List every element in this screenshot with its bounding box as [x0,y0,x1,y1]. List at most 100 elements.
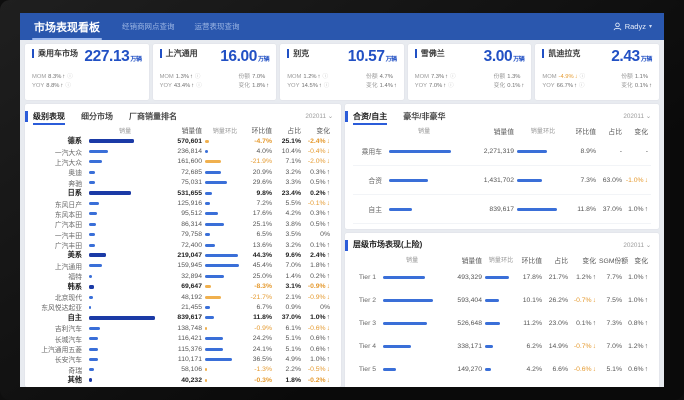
env-value: 11.8% [253,314,272,322]
table-row[interactable]: 一汽大众 236,814 4.0% 10.4% -0.4%↓ [33,146,333,157]
env-value: 6.7% [256,303,273,311]
table-row[interactable]: 广汽本田 86,314 25.1% 3.8% 0.5%↑ [33,219,333,230]
change-value: 0% [320,303,330,311]
share-value: 3.2% [285,241,302,249]
table-row[interactable]: 奥迪 72,685 20.9% 3.2% 0.3%↑ [33,167,333,178]
share-value: 7.1% [285,158,302,166]
table-row[interactable]: 东风日产 125,916 7.2% 5.5% -0.1%↓ [33,198,333,209]
table-row[interactable]: 东风悦达起亚 21,455 6.7% 0.9% 0% [33,302,333,313]
kpi-card[interactable]: 别克 10.57万辆 MOM 1.2%↑ ⓘ YOY 14.5%↑ ⓘ 份额 4.7% 变化 1.4%… [280,44,404,100]
kpi-title: 雪佛兰 [414,49,445,58]
value-bar [89,202,99,206]
table-row[interactable]: Tier 2 593,404 10.1% 26.2% -0.7%↓ 7.5% 1.0%↑ [353,289,651,312]
arrow-up-icon: ↑ [521,83,525,89]
table-row[interactable]: 自主 839,617 11.8% 37.0% 1.0%↑ [33,313,333,323]
share-value: 5.1% [285,335,302,343]
env-bar-negative [205,295,222,299]
table-row[interactable]: 东风本田 95,512 17.6% 4.2% 0.3%↑ [33,209,333,219]
chevron-down-icon: ⌄ [645,242,651,249]
column-header: 变化 [634,257,648,265]
tab-sub-segment[interactable]: 细分市场 [81,112,113,121]
table-row[interactable]: 自主 839,617 11.8% 37.0% 1.0%↑ [353,195,651,224]
kpi-share-change: 变化 1.4%↑ [366,83,397,89]
change-value: -2.4%↓ [307,137,330,145]
arrow-up-icon: ↑ [62,74,66,80]
table-row[interactable]: 长城汽车 116,421 24.2% 5.1% 0.6%↑ [33,333,333,344]
value-bar [89,264,102,268]
panel-title: 层级市场表现(上险) [353,240,423,249]
column-header: 销量 [118,127,132,135]
env-value: 24.1% [252,345,272,353]
kpi-card[interactable]: 乘用车市场 227.13万辆 MOM 8.3%↑ ⓘ YOY 8.8%↑ ⓘ [25,44,149,100]
table-row[interactable]: 上汽大众 161,600 -21.9% 7.1% -2.0%↓ [33,157,333,167]
table-row[interactable]: 韩系 69,647 -8.3% 3.1% -0.9%↓ [33,281,333,291]
table-row[interactable]: 北京现代 48,192 -21.7% 2.1% -0.9%↓ [33,292,333,303]
value-bar [205,357,233,361]
share-value: 2.2% [285,366,302,374]
date-selector[interactable]: 202011 ⌄ [623,113,651,120]
table-row[interactable]: 德系 570,601 -4.7% 25.1% -2.4%↓ [33,136,333,146]
column-header: 占比 [554,257,568,265]
sales-value: 1,431,702 [483,176,514,184]
tab-jv-domestic[interactable]: 合资/自主 [353,112,388,125]
share-value: 63.0% [602,176,622,184]
table-row[interactable]: 其他 40,232 -0.3% 1.8% -0.2%↓ [33,375,333,385]
share-value: 5.1% [285,345,302,353]
change-value: -0.6%↓ [573,366,596,373]
tab-oem-ranking[interactable]: 厂商销量排名 [129,112,177,121]
tab-luxury[interactable]: 豪华/非豪华 [403,112,446,121]
table-row[interactable]: 日系 531,655 9.8% 23.4% 0.2%↑ [33,188,333,198]
arrow-down-icon: ↓ [326,376,330,384]
arrow-up-icon: ↑ [644,205,648,213]
row-label: Tier 4 [358,343,376,350]
table-row[interactable]: 合资 1,431,702 7.3% 63.0% -1.0%↓ [353,166,651,195]
row-label: 奥迪 [68,170,82,178]
date-selector[interactable]: 202011 ⌄ [305,113,333,120]
env-value: 45.4% [252,262,272,270]
table-row[interactable]: 乘用车 2,271,319 8.9% - - [353,137,651,166]
value-bar [383,368,396,371]
env-value: -0.9% [254,324,272,332]
table-row[interactable]: 奔驰 75,031 29.6% 3.3% 0.5%↑ [33,178,333,188]
kpi-card[interactable]: 凯迪拉克 2.43万辆 MOM -4.9%↓ ⓘ YOY 66.7%↑ ⓘ 份额 1.1% 变化 0.… [535,44,659,100]
table-row[interactable]: 广汽丰田 72,400 13.6% 3.2% 0.1%↑ [33,240,333,251]
value-bar [205,181,228,185]
sales-value: 493,329 [457,274,482,281]
table-row[interactable]: 一汽丰田 79,758 6.5% 3.5% 0% [33,230,333,240]
table-row[interactable]: 吉利汽车 138,748 -0.9% 6.1% -0.6%↓ [33,323,333,334]
kpi-mom: MOM 1.3%↑ ⓘ [159,74,201,80]
kpi-card[interactable]: 雪佛兰 3.00万辆 MOM 7.3%↑ ⓘ YOY 7.0%↑ ⓘ 份额 1.3% 变化 0.1%↑ [407,44,532,100]
date-selector[interactable]: 202011 ⌄ [623,242,651,249]
table-row[interactable]: Tier 1 493,329 17.8% 21.7% 1.2%↑ 7.7% 1.0%↑ [353,266,651,289]
share-value: 2.1% [285,293,302,301]
sales-value: 72,400 [181,241,202,249]
row-label: 广汽丰田 [54,243,82,251]
value-bar [517,178,542,182]
table-row[interactable]: 美系 219,047 44.3% 9.6% 2.4%↑ [33,250,333,260]
value-bar [89,212,97,216]
value-bar [485,345,494,348]
arrow-up-icon: ↑ [326,314,330,322]
table-row[interactable]: 上汽通用 159,945 45.4% 7.0% 1.8%↑ [33,261,333,271]
info-icon: ⓘ [65,83,71,89]
table-row[interactable]: 上汽通用五菱 115,376 24.1% 5.1% 0.6%↑ [33,344,333,355]
kpi-card[interactable]: 上汽通用 16.00万辆 MOM 1.3%↑ ⓘ YOY 43.4%↑ ⓘ 份额 7.0% 变化 1.… [152,44,277,100]
value-bar [205,253,239,257]
user-menu[interactable]: Radyz ▾ [613,22,652,31]
table-row[interactable]: Tier 5 149,270 4.2% 6.6% -0.6%↓ 5.1% 0.6%↑ [353,358,651,381]
table-row[interactable]: 长安汽车 110,171 36.5% 4.9% 1.0%↑ [33,354,333,365]
info-icon: ⓘ [322,74,328,80]
table-row[interactable]: 福特 32,894 25.0% 1.4% 0.2%↑ [33,271,333,282]
table-row[interactable]: Tier 3 526,648 11.2% 23.0% 0.1%↑ 7.3% 0.8%↑ [353,312,651,335]
table-row[interactable]: 奇瑞 58,106 -1.3% 2.2% -0.5%↓ [33,365,333,375]
change-value: -1.0%↓ [625,176,648,184]
info-icon: ⓘ [323,83,330,89]
nav-item-dealer-query[interactable]: 经销商网点查询 [122,22,175,31]
kpi-yoy: YOY 7.0%↑ ⓘ [414,83,454,89]
nav-item-operation-query[interactable]: 运营表现查询 [194,22,240,31]
arrow-up-icon: ↑ [326,262,330,270]
column-header: SGM份额 [599,257,629,265]
tab-level-performance[interactable]: 级别表现 [33,112,65,125]
value-bar [89,274,92,278]
table-row[interactable]: Tier 4 338,171 6.2% 14.9% -0.7%↓ 7.0% 1.2%↑ [353,335,651,358]
